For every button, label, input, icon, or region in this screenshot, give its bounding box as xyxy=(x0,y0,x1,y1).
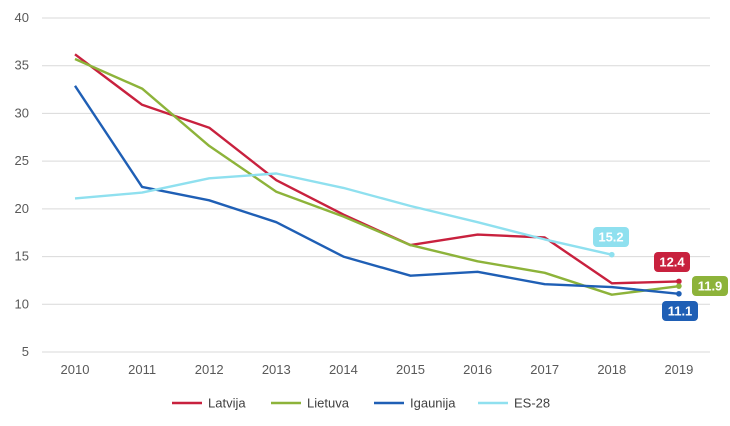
legend-label-lietuva: Lietuva xyxy=(307,396,350,411)
y-tick-label: 25 xyxy=(15,153,29,168)
x-tick-label: 2010 xyxy=(61,362,90,377)
data-label-latvija: 12.4 xyxy=(659,255,685,270)
x-tick-label: 2015 xyxy=(396,362,425,377)
data-label-es-28: 15.2 xyxy=(598,230,623,245)
x-axis-ticks: 2010 2011 2012 2013 2014 2015 2016 2017 2018 2019 xyxy=(61,362,694,377)
y-tick-label: 30 xyxy=(15,105,29,120)
data-label-box-igaunija xyxy=(662,301,698,321)
end-point-igaunija xyxy=(676,290,682,297)
data-label-igaunija: 11.1 xyxy=(668,304,693,319)
legend-label-igaunija: Igaunija xyxy=(410,396,456,411)
x-tick-label: 2013 xyxy=(262,362,291,377)
end-point-lietuva xyxy=(676,283,682,289)
gridlines xyxy=(42,17,710,353)
series-line-igaunija xyxy=(74,85,680,295)
x-tick-label: 2017 xyxy=(530,362,559,377)
legend: Latvija Lietuva Igaunija ES-28 xyxy=(172,396,550,411)
y-tick-label: 15 xyxy=(15,249,29,264)
data-labels: 12.4 11.9 11.1 15.2 xyxy=(593,227,728,321)
data-label-box-es-28 xyxy=(593,227,629,247)
x-tick-label: 2019 xyxy=(664,362,693,377)
legend-label-latvija: Latvija xyxy=(208,396,246,411)
series-lines xyxy=(74,53,682,297)
data-label-box-latvija xyxy=(654,252,690,272)
y-axis-ticks: 5 10 15 20 25 30 35 40 xyxy=(15,10,29,359)
x-tick-label: 2014 xyxy=(329,362,358,377)
series-line-lietuva xyxy=(74,57,680,296)
series-line-es-28 xyxy=(74,172,613,256)
x-tick-label: 2012 xyxy=(195,362,224,377)
x-tick-label: 2016 xyxy=(463,362,492,377)
y-tick-label: 20 xyxy=(15,201,29,216)
y-tick-label: 5 xyxy=(22,344,29,359)
data-label-lietuva: 11.9 xyxy=(698,279,723,294)
end-point-es-28 xyxy=(609,251,615,258)
y-tick-label: 35 xyxy=(15,58,29,73)
y-tick-label: 40 xyxy=(15,10,29,25)
legend-label-es-28: ES-28 xyxy=(514,396,550,411)
y-tick-label: 10 xyxy=(15,296,29,311)
end-point-latvija xyxy=(676,278,682,285)
x-tick-label: 2011 xyxy=(128,362,156,377)
data-label-box-lietuva xyxy=(692,276,728,296)
x-tick-label: 2018 xyxy=(597,362,626,377)
